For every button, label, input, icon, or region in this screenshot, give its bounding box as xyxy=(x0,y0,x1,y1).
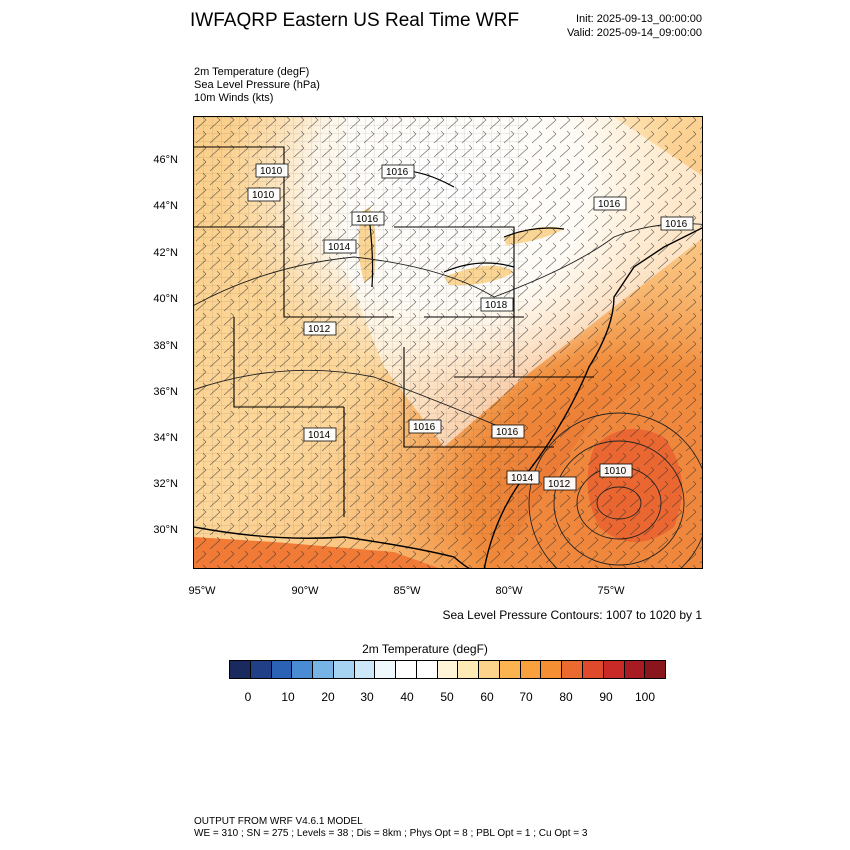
colorbar-label: 80 xyxy=(559,690,573,704)
pressure-labels: 1010 1010 1016 1014 1012 1014 1016 1016 … xyxy=(247,163,694,491)
model-settings: WE = 310 ; SN = 275 ; Levels = 38 ; Dis … xyxy=(194,828,588,839)
pressure-label: 1010 xyxy=(252,190,275,201)
pressure-label: 1016 xyxy=(356,214,379,225)
colorbar-cell xyxy=(562,661,584,678)
pressure-label: 1010 xyxy=(604,466,627,477)
lat-label: 34°N xyxy=(153,432,178,444)
colorbar-cell xyxy=(416,661,438,678)
pressure-label: 1016 xyxy=(413,422,436,433)
contour-note: Sea Level Pressure Contours: 1007 to 102… xyxy=(442,608,703,622)
lon-label: 75°W xyxy=(597,585,625,597)
pressure-label: 1016 xyxy=(598,199,621,210)
colorbar-label: 20 xyxy=(321,690,335,704)
colorbar-cell xyxy=(479,661,500,678)
lat-label: 46°N xyxy=(153,154,178,166)
colorbar-cell xyxy=(624,661,646,678)
init-time: Init: 2025-09-13_00:00:00 xyxy=(576,13,702,25)
pressure-label: 1014 xyxy=(328,242,351,253)
pressure-label: 1016 xyxy=(665,219,688,230)
colorbar-cell xyxy=(375,661,397,678)
lat-label: 32°N xyxy=(153,478,178,490)
lon-label: 80°W xyxy=(495,585,523,597)
lat-label: 30°N xyxy=(153,524,178,536)
colorbar-cell xyxy=(354,661,376,678)
variable-winds: 10m Winds (kts) xyxy=(194,92,274,104)
colorbar-label: 70 xyxy=(519,690,533,704)
pressure-label: 1010 xyxy=(260,166,283,177)
colorbar-cell xyxy=(292,661,314,678)
colorbar-label: 30 xyxy=(360,690,374,704)
colorbar-cell xyxy=(583,661,604,678)
colorbar-cell xyxy=(250,661,272,678)
map-title: IWFAQRP Eastern US Real Time WRF xyxy=(190,10,520,31)
colorbar-title: 2m Temperature (degF) xyxy=(362,642,488,656)
colorbar-label: 60 xyxy=(480,690,494,704)
pressure-label: 1016 xyxy=(386,167,409,178)
weather-map: 1010 1010 1016 1014 1012 1014 1016 1016 … xyxy=(193,116,703,569)
variable-pressure: Sea Level Pressure (hPa) xyxy=(194,79,320,91)
colorbar-cell xyxy=(541,661,563,678)
lat-label: 44°N xyxy=(153,200,178,212)
lon-label: 90°W xyxy=(291,585,319,597)
colorbar-cell xyxy=(645,661,666,678)
lat-label: 42°N xyxy=(153,247,178,259)
colorbar-label: 100 xyxy=(634,690,656,704)
colorbar-cell xyxy=(333,661,355,678)
pressure-label: 1016 xyxy=(496,427,519,438)
colorbar-cell xyxy=(520,661,542,678)
colorbar-label: 50 xyxy=(440,690,454,704)
lat-label: 36°N xyxy=(153,386,178,398)
colorbar-cell xyxy=(230,661,251,678)
colorbar-cell xyxy=(499,661,521,678)
valid-time: Valid: 2025-09-14_09:00:00 xyxy=(567,27,702,39)
pressure-label: 1014 xyxy=(511,473,534,484)
colorbar-cell xyxy=(271,661,293,678)
colorbar-cell xyxy=(603,661,625,678)
temperature-colorbar xyxy=(229,660,666,679)
lon-label: 85°W xyxy=(393,585,421,597)
colorbar-cell xyxy=(437,661,459,678)
pressure-label: 1014 xyxy=(308,430,331,441)
colorbar-label: 40 xyxy=(400,690,414,704)
model-footer: OUTPUT FROM WRF V4.6.1 MODEL xyxy=(194,816,363,827)
lat-label: 40°N xyxy=(153,293,178,305)
colorbar-cell xyxy=(396,661,417,678)
colorbar-label: 90 xyxy=(599,690,613,704)
variable-temperature: 2m Temperature (degF) xyxy=(194,66,310,78)
colorbar-cell xyxy=(313,661,334,678)
pressure-label: 1018 xyxy=(485,300,508,311)
colorbar-cell xyxy=(458,661,480,678)
colorbar-label: 10 xyxy=(281,690,295,704)
pressure-label: 1012 xyxy=(548,479,571,490)
pressure-label: 1012 xyxy=(308,324,331,335)
lon-label: 95°W xyxy=(188,585,216,597)
map-canvas: 1010 1010 1016 1014 1012 1014 1016 1016 … xyxy=(194,117,702,568)
lat-label: 38°N xyxy=(153,340,178,352)
colorbar-label: 0 xyxy=(244,690,252,704)
